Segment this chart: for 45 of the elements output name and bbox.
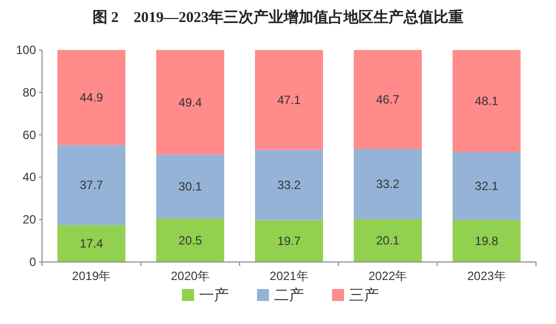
bar — [354, 219, 422, 262]
data-label: 19.8 — [474, 234, 499, 248]
bar — [354, 50, 422, 150]
y-tick-label: 100 — [16, 43, 36, 57]
bar — [57, 225, 126, 262]
bar — [255, 50, 323, 150]
bar — [57, 145, 126, 226]
y-tick-label: 20 — [22, 212, 36, 227]
data-label: 32.1 — [474, 179, 499, 193]
data-label: 19.7 — [277, 234, 301, 248]
y-tick-label: 0 — [29, 255, 36, 269]
bar — [354, 149, 422, 220]
bar — [452, 220, 521, 262]
bar — [255, 150, 323, 220]
data-label: 46.7 — [376, 92, 400, 106]
data-label: 30.1 — [178, 180, 202, 194]
y-tick-label: 60 — [22, 128, 36, 142]
x-tick-label: 2022年 — [368, 269, 408, 283]
legend-label: 一产 — [199, 287, 229, 304]
data-label: 48.1 — [474, 94, 499, 108]
data-label: 33.2 — [376, 177, 400, 192]
data-label: 37.7 — [80, 178, 104, 192]
x-tick-label: 2023年 — [467, 269, 506, 283]
x-tick-label: 2019年 — [72, 269, 111, 283]
bar — [452, 50, 521, 152]
data-label: 47.1 — [277, 92, 301, 107]
x-tick-label: 2021年 — [270, 269, 308, 283]
legend-label: 二产 — [274, 287, 304, 304]
data-label: 44.9 — [80, 90, 104, 105]
chart-title: 图 2 2019—2023年三次产业增加值占地区生产总值比重 — [92, 9, 464, 26]
y-tick-label: 80 — [22, 85, 36, 100]
bar — [156, 154, 224, 219]
data-label: 49.4 — [178, 95, 202, 110]
data-label: 17.4 — [80, 236, 104, 251]
bar — [156, 50, 224, 155]
bar — [452, 152, 521, 220]
bar — [156, 218, 224, 262]
y-tick-label: 40 — [22, 170, 36, 184]
data-label: 20.1 — [376, 234, 400, 248]
data-label: 20.5 — [178, 233, 202, 248]
x-tick-label: 2020年 — [170, 269, 210, 283]
legend-label: 三产 — [349, 287, 379, 304]
data-label: 33.2 — [277, 178, 301, 192]
bar — [57, 50, 126, 146]
bar — [255, 220, 323, 262]
